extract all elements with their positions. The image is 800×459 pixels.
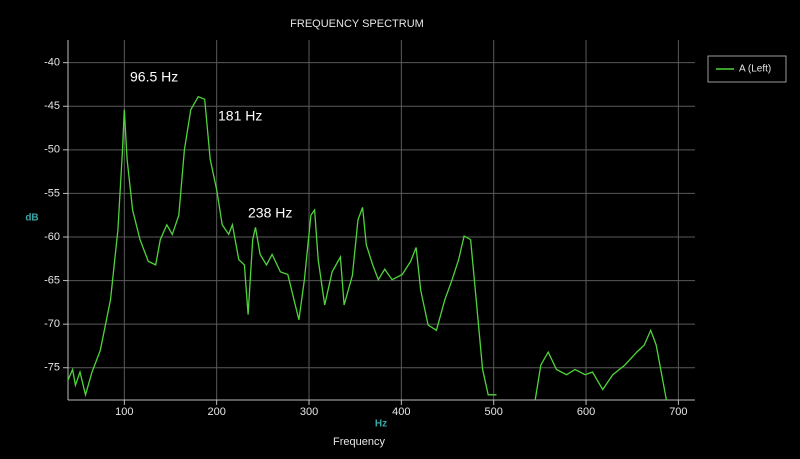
spectrum-line (68, 95, 668, 400)
y-tick-label: -55 (44, 187, 60, 199)
legend-label: A (Left) (739, 64, 771, 75)
x-tick-label: 600 (577, 406, 595, 418)
x-axis-label: Frequency (333, 436, 385, 448)
x-tick-label: 700 (669, 406, 687, 418)
y-tick-label: -65 (44, 274, 60, 286)
x-tick-label: 200 (207, 406, 225, 418)
chart-title: FREQUENCY SPECTRUM (290, 18, 424, 30)
y-tick-label: -40 (44, 57, 60, 69)
y-tick-label: -60 (44, 231, 60, 243)
y-tick-label: -50 (44, 144, 60, 156)
y-axis-label: dB (25, 213, 38, 224)
x-axis-unit: Hz (375, 419, 387, 430)
x-tick-label: 300 (300, 406, 318, 418)
annotation: 96.5 Hz (130, 69, 178, 85)
x-tick-label: 500 (485, 406, 503, 418)
y-tick-label: -45 (44, 100, 60, 112)
annotation: 238 Hz (248, 205, 292, 221)
x-tick-label: 100 (115, 406, 133, 418)
x-tick-label: 400 (392, 406, 410, 418)
y-tick-label: -75 (44, 362, 60, 374)
y-tick-label: -70 (44, 318, 60, 330)
annotation: 181 Hz (218, 108, 262, 124)
